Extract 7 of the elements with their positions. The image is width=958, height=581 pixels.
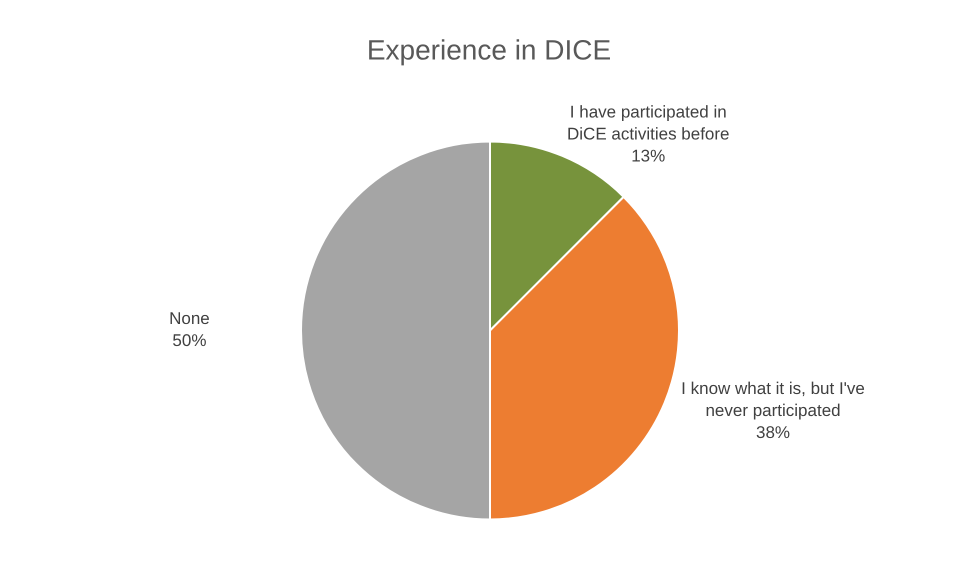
data-label: 38% [756,423,790,442]
data-label: 13% [631,146,666,166]
chart-title: Experience in DICE [366,34,612,66]
slice-label: I have participated in DiCE activities before [566,102,730,144]
slice-label: None [169,309,210,328]
data-label: 50% [172,331,206,350]
slice-label: I know what it is, but I've never participated [681,379,865,420]
